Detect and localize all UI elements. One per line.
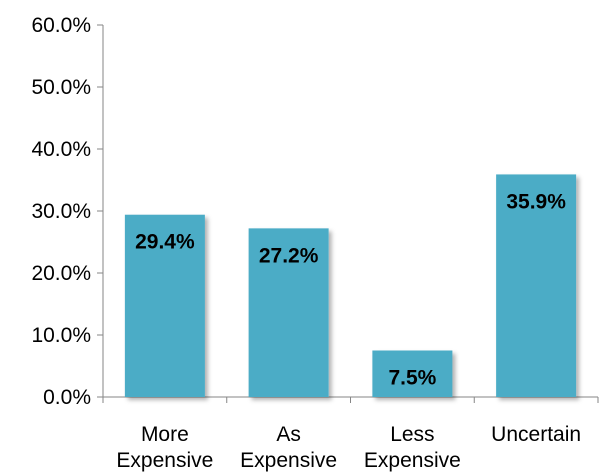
x-category-label-line: Expensive — [364, 449, 461, 472]
y-tick-label: 60.0% — [31, 14, 91, 37]
x-category-label-line: As — [276, 423, 301, 446]
x-category-label-line: Expensive — [116, 449, 213, 472]
bar-data-label: 29.4% — [135, 231, 195, 254]
x-category-label: Uncertain — [491, 423, 581, 446]
bar — [124, 214, 205, 397]
bar — [248, 228, 329, 397]
x-category-label: More Expensive — [116, 423, 213, 472]
x-category-label-line: Expensive — [240, 449, 337, 472]
bar — [372, 350, 453, 397]
x-category-label-line: Uncertain — [491, 423, 581, 446]
y-tick-label: 10.0% — [31, 324, 91, 347]
y-tick-label: 0.0% — [43, 386, 91, 409]
bars — [124, 174, 577, 397]
y-tick-label: 50.0% — [31, 76, 91, 99]
y-tick-label: 30.0% — [31, 200, 91, 223]
x-axis: More Expensive As Expensive Less Expensive Unc… — [102, 396, 599, 472]
x-category-label: Less Expensive — [364, 423, 461, 472]
x-category-label-line: More — [141, 423, 189, 446]
y-tick-label: 40.0% — [31, 138, 91, 161]
data-labels: 29.4% 27.2% 7.5% 35.9% — [135, 190, 566, 389]
x-category-label-line: Less — [390, 423, 434, 446]
bar-data-label: 7.5% — [388, 367, 436, 390]
y-tick-label: 20.0% — [31, 262, 91, 285]
bar — [496, 174, 577, 397]
bar-data-label: 27.2% — [259, 244, 319, 267]
y-axis: 0.0% 10.0% 20.0% 30.0% 40.0% 50.0% 60.0% — [31, 14, 104, 409]
bar-data-label: 35.9% — [506, 190, 566, 213]
x-category-label: As Expensive — [240, 423, 337, 472]
